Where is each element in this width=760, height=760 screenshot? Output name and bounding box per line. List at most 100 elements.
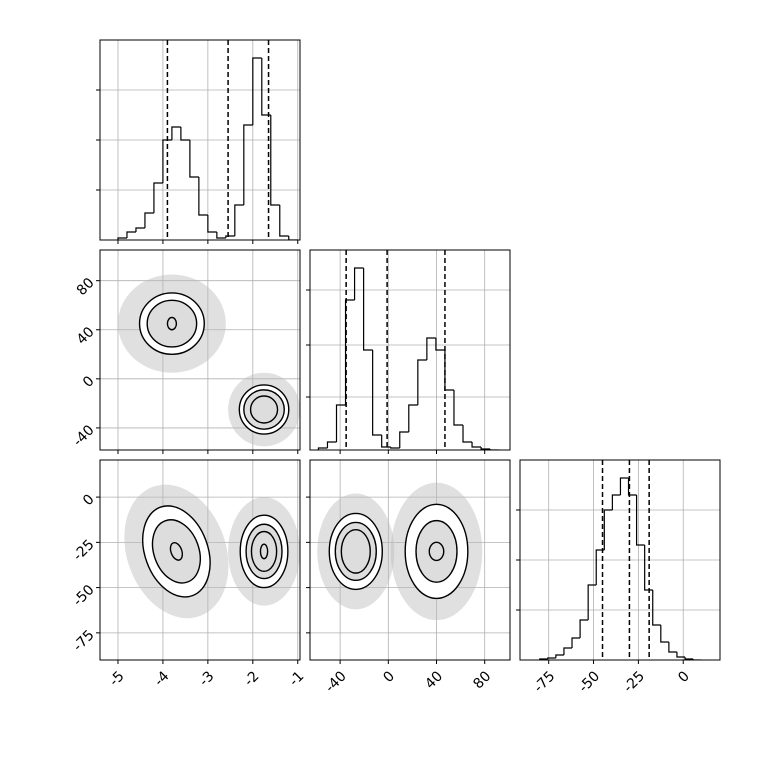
hist-bin <box>692 659 702 660</box>
hist-bin <box>216 232 226 239</box>
hist-bin <box>207 215 217 233</box>
hist-bin <box>372 350 382 436</box>
hist-bin <box>180 127 190 141</box>
hist-bin <box>279 205 289 237</box>
y-tick-label: -50 <box>70 582 97 609</box>
contour-level <box>259 543 269 560</box>
x-tick-label: 40 <box>422 668 446 692</box>
hist-bin <box>353 267 364 300</box>
y-tick-label: -75 <box>70 627 97 654</box>
contour-level <box>250 530 278 573</box>
x-tick-label: -1 <box>286 668 307 689</box>
hist-bin <box>595 549 605 585</box>
hist-bin <box>571 637 581 648</box>
hist-bin <box>153 182 163 213</box>
hist-bin <box>453 390 464 426</box>
x-tick-label: 80 <box>470 668 494 692</box>
hist-bin <box>603 509 613 550</box>
y-tick-label: 80 <box>74 275 98 299</box>
hist-bin <box>243 124 253 205</box>
hist-bin <box>635 495 645 546</box>
hist-bin <box>162 139 172 183</box>
y-tick-label: 40 <box>74 324 98 348</box>
hist-bin <box>579 619 589 638</box>
axes-frame <box>309 459 511 661</box>
axes-frame <box>519 459 721 661</box>
hist-bin <box>644 545 653 591</box>
hist-bin <box>660 625 669 643</box>
x-tick-label: -2 <box>241 668 262 689</box>
panel: -75 -50 -25 0 <box>516 459 721 696</box>
hist-bin <box>471 442 482 448</box>
hist-bin <box>198 177 208 216</box>
contour-level <box>428 541 445 562</box>
x-tick-label: -75 <box>531 668 558 695</box>
x-tick-label: -40 <box>322 668 349 695</box>
panel <box>96 39 301 244</box>
hist-bin <box>135 227 145 232</box>
x-tick-label: 0 <box>675 668 693 686</box>
x-tick-label: -25 <box>621 668 648 695</box>
plot-area <box>539 460 702 660</box>
axes-frame <box>99 459 301 661</box>
hist-bin <box>547 657 556 659</box>
y-tick-label: 0 <box>80 373 98 391</box>
hist-bin <box>144 212 154 228</box>
x-tick-label: 0 <box>380 668 398 686</box>
contour-level <box>151 519 201 584</box>
hist-bin <box>563 647 573 655</box>
y-tick-label: -40 <box>70 422 97 449</box>
hist-bin <box>225 235 235 238</box>
x-tick-label: -5 <box>106 668 127 689</box>
hist-bin <box>261 58 271 116</box>
panel: -40 0 40 80 <box>70 249 301 454</box>
panel: -40 0 40 80 <box>306 459 511 696</box>
hist-bin <box>189 140 199 178</box>
hist-bin <box>171 126 181 140</box>
hist-bin <box>126 231 136 238</box>
hist-bin <box>480 447 491 450</box>
hist-bin <box>288 236 298 240</box>
hist-bin <box>363 268 373 351</box>
contour-level <box>169 542 184 561</box>
contour-level <box>249 395 279 424</box>
hist-bin <box>444 350 454 391</box>
x-tick-label: -50 <box>576 668 603 695</box>
hist-bin <box>627 478 637 496</box>
x-tick-label: -4 <box>151 668 172 689</box>
hist-bin <box>326 441 337 448</box>
hist-bin <box>381 435 391 448</box>
panel <box>306 249 511 454</box>
hist-bin <box>587 584 597 620</box>
axes-frame <box>99 249 301 451</box>
hist-bin <box>426 337 436 360</box>
contour-level <box>166 316 178 331</box>
hist-bin <box>676 652 686 658</box>
hist-bin <box>555 654 564 658</box>
hist-bin <box>234 204 244 236</box>
hist-bin <box>390 447 400 449</box>
hist-bin <box>270 115 280 206</box>
hist-bin <box>408 404 418 432</box>
hist-bin <box>619 477 629 495</box>
plot-area <box>117 274 300 447</box>
hist-bin <box>344 299 355 405</box>
hist-bin <box>611 494 621 510</box>
axes-frame <box>99 39 301 241</box>
hist-bin <box>684 657 694 660</box>
hist-bin <box>462 425 473 443</box>
x-tick-label: -3 <box>196 668 217 689</box>
y-tick-label: -25 <box>70 537 97 564</box>
hist-bin <box>652 590 661 626</box>
hist-bin <box>399 431 409 448</box>
hist-bin <box>668 642 677 653</box>
hist-bin <box>252 57 262 125</box>
hist-bin <box>489 449 500 450</box>
contour-level <box>146 299 198 348</box>
hist-bin <box>417 359 427 405</box>
contour-level <box>415 519 458 583</box>
plot-area <box>317 482 483 621</box>
plot-area <box>117 40 298 240</box>
plot-area <box>317 250 500 450</box>
